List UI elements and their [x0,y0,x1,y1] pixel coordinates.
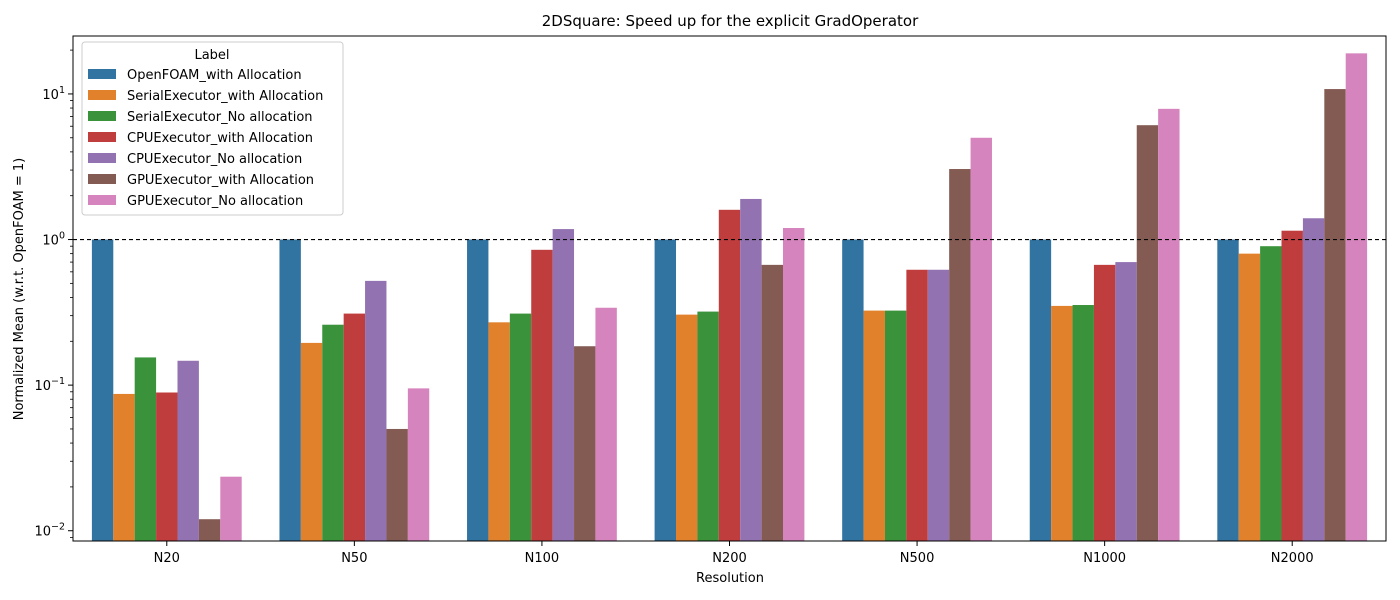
bar-n200-cpuexecutor-no-allocation [740,198,762,541]
bar-n2000-serialexecutor-no-allocation [1260,246,1282,541]
bar-n500-gpuexecutor-no-allocation [970,137,992,541]
legend-label: GPUExecutor_No allocation [127,194,303,209]
bar-n20-openfoam-with-allocation [91,239,114,541]
bar-n1000-gpuexecutor-with-allocation [1136,125,1159,541]
legend-items: OpenFOAM_with Allocation SerialExecutor_w… [88,68,323,209]
bar-n200-gpuexecutor-no-allocation [783,228,805,541]
bar-n50-serialexecutor-with-allocation [300,342,323,541]
bar-n500-cpuexecutor-with-allocation [906,269,928,541]
bar-n200-serialexecutor-no-allocation [697,311,719,541]
legend-box [81,41,344,216]
bar-n100-gpuexecutor-no-allocation [595,307,617,541]
bar-n20-cpuexecutor-no-allocation [177,360,199,541]
bar-n1000-cpuexecutor-with-allocation [1093,264,1116,541]
bar-n500-cpuexecutor-no-allocation [927,269,950,541]
legend-label: SerialExecutor_with Allocation [127,89,323,104]
bar-n200-cpuexecutor-with-allocation [718,209,741,541]
x-tick-label: N2000 [1271,551,1314,566]
bar-n500-openfoam-with-allocation [842,239,864,541]
legend-swatch [88,195,116,205]
legend-label: CPUExecutor_with Allocation [127,131,313,146]
legend-swatch [88,174,116,184]
legend-label: CPUExecutor_No allocation [127,152,302,167]
y-tick-label: 10−1 [34,376,65,394]
bar-n100-openfoam-with-allocation [467,239,489,541]
bar-n1000-serialexecutor-no-allocation [1072,305,1094,541]
bar-n1000-serialexecutor-with-allocation [1051,305,1073,541]
bar-n2000-gpuexecutor-with-allocation [1324,89,1346,541]
legend-swatch [88,69,116,79]
legend-swatch [88,132,116,142]
bar-n100-serialexecutor-no-allocation [509,313,532,541]
bar-n1000-openfoam-with-allocation [1029,239,1052,541]
bar-n2000-gpuexecutor-no-allocation [1345,53,1368,541]
x-axis-label: Resolution [696,571,764,586]
x-tick-label: N20 [154,551,180,566]
bar-n100-gpuexecutor-with-allocation [574,346,596,541]
bar-n50-gpuexecutor-no-allocation [407,388,430,541]
y-tick-label: 101 [42,85,65,103]
bar-n200-gpuexecutor-with-allocation [761,264,783,541]
legend-swatch [88,90,116,100]
bars-group [91,53,1368,541]
bar-n2000-cpuexecutor-with-allocation [1281,230,1303,541]
legend-swatch [88,111,116,121]
bar-n500-serialexecutor-no-allocation [884,310,907,541]
legend-title: Label [194,48,229,63]
y-axis-ticks: 10−2 10−1 100 101 [34,49,73,540]
bar-n100-cpuexecutor-with-allocation [531,249,553,541]
bar-n2000-openfoam-with-allocation [1217,239,1239,541]
chart-title: 2DSquare: Speed up for the explicit Grad… [542,12,919,30]
legend-label: SerialExecutor_No allocation [127,110,313,125]
legend-label: OpenFOAM_with Allocation [127,68,302,83]
y-axis-label: Normalized Mean (w.r.t. OpenFOAM = 1) [12,158,27,421]
bar-n20-serialexecutor-no-allocation [134,357,157,541]
bar-n1000-cpuexecutor-no-allocation [1115,262,1137,541]
bar-n100-serialexecutor-with-allocation [488,322,510,541]
bar-n50-serialexecutor-no-allocation [322,324,344,541]
legend-label: GPUExecutor_with Allocation [127,173,314,188]
bar-n1000-gpuexecutor-no-allocation [1158,108,1180,541]
legend: Label OpenFOAM_with Allocation SerialExec… [81,41,344,216]
x-tick-label: N50 [341,551,367,566]
bar-n100-cpuexecutor-no-allocation [552,229,575,541]
bar-n20-gpuexecutor-no-allocation [220,476,242,541]
bar-n2000-serialexecutor-with-allocation [1238,253,1261,541]
bar-n500-gpuexecutor-with-allocation [949,169,971,541]
bar-n50-cpuexecutor-no-allocation [365,280,387,541]
bar-n500-serialexecutor-with-allocation [863,310,885,541]
bar-n50-cpuexecutor-with-allocation [343,313,366,541]
x-tick-label: N200 [712,551,747,566]
bar-n2000-cpuexecutor-no-allocation [1302,218,1325,541]
y-tick-label: 10−2 [34,522,65,540]
bar-n200-openfoam-with-allocation [654,239,676,541]
y-tick-label: 100 [42,231,65,249]
bar-n50-gpuexecutor-with-allocation [386,428,408,541]
bar-n20-serialexecutor-with-allocation [113,393,135,541]
bar-n200-serialexecutor-with-allocation [676,314,698,541]
legend-swatch [88,153,116,163]
bar-n20-cpuexecutor-with-allocation [156,392,178,541]
bar-n20-gpuexecutor-with-allocation [198,519,221,541]
x-tick-label: N500 [900,551,935,566]
x-tick-label: N100 [525,551,560,566]
x-tick-label: N1000 [1083,551,1126,566]
x-axis-ticks: N20 N50 N100 N200 N500 N1000 N2000 [154,541,1314,566]
bar-n50-openfoam-with-allocation [279,239,301,541]
